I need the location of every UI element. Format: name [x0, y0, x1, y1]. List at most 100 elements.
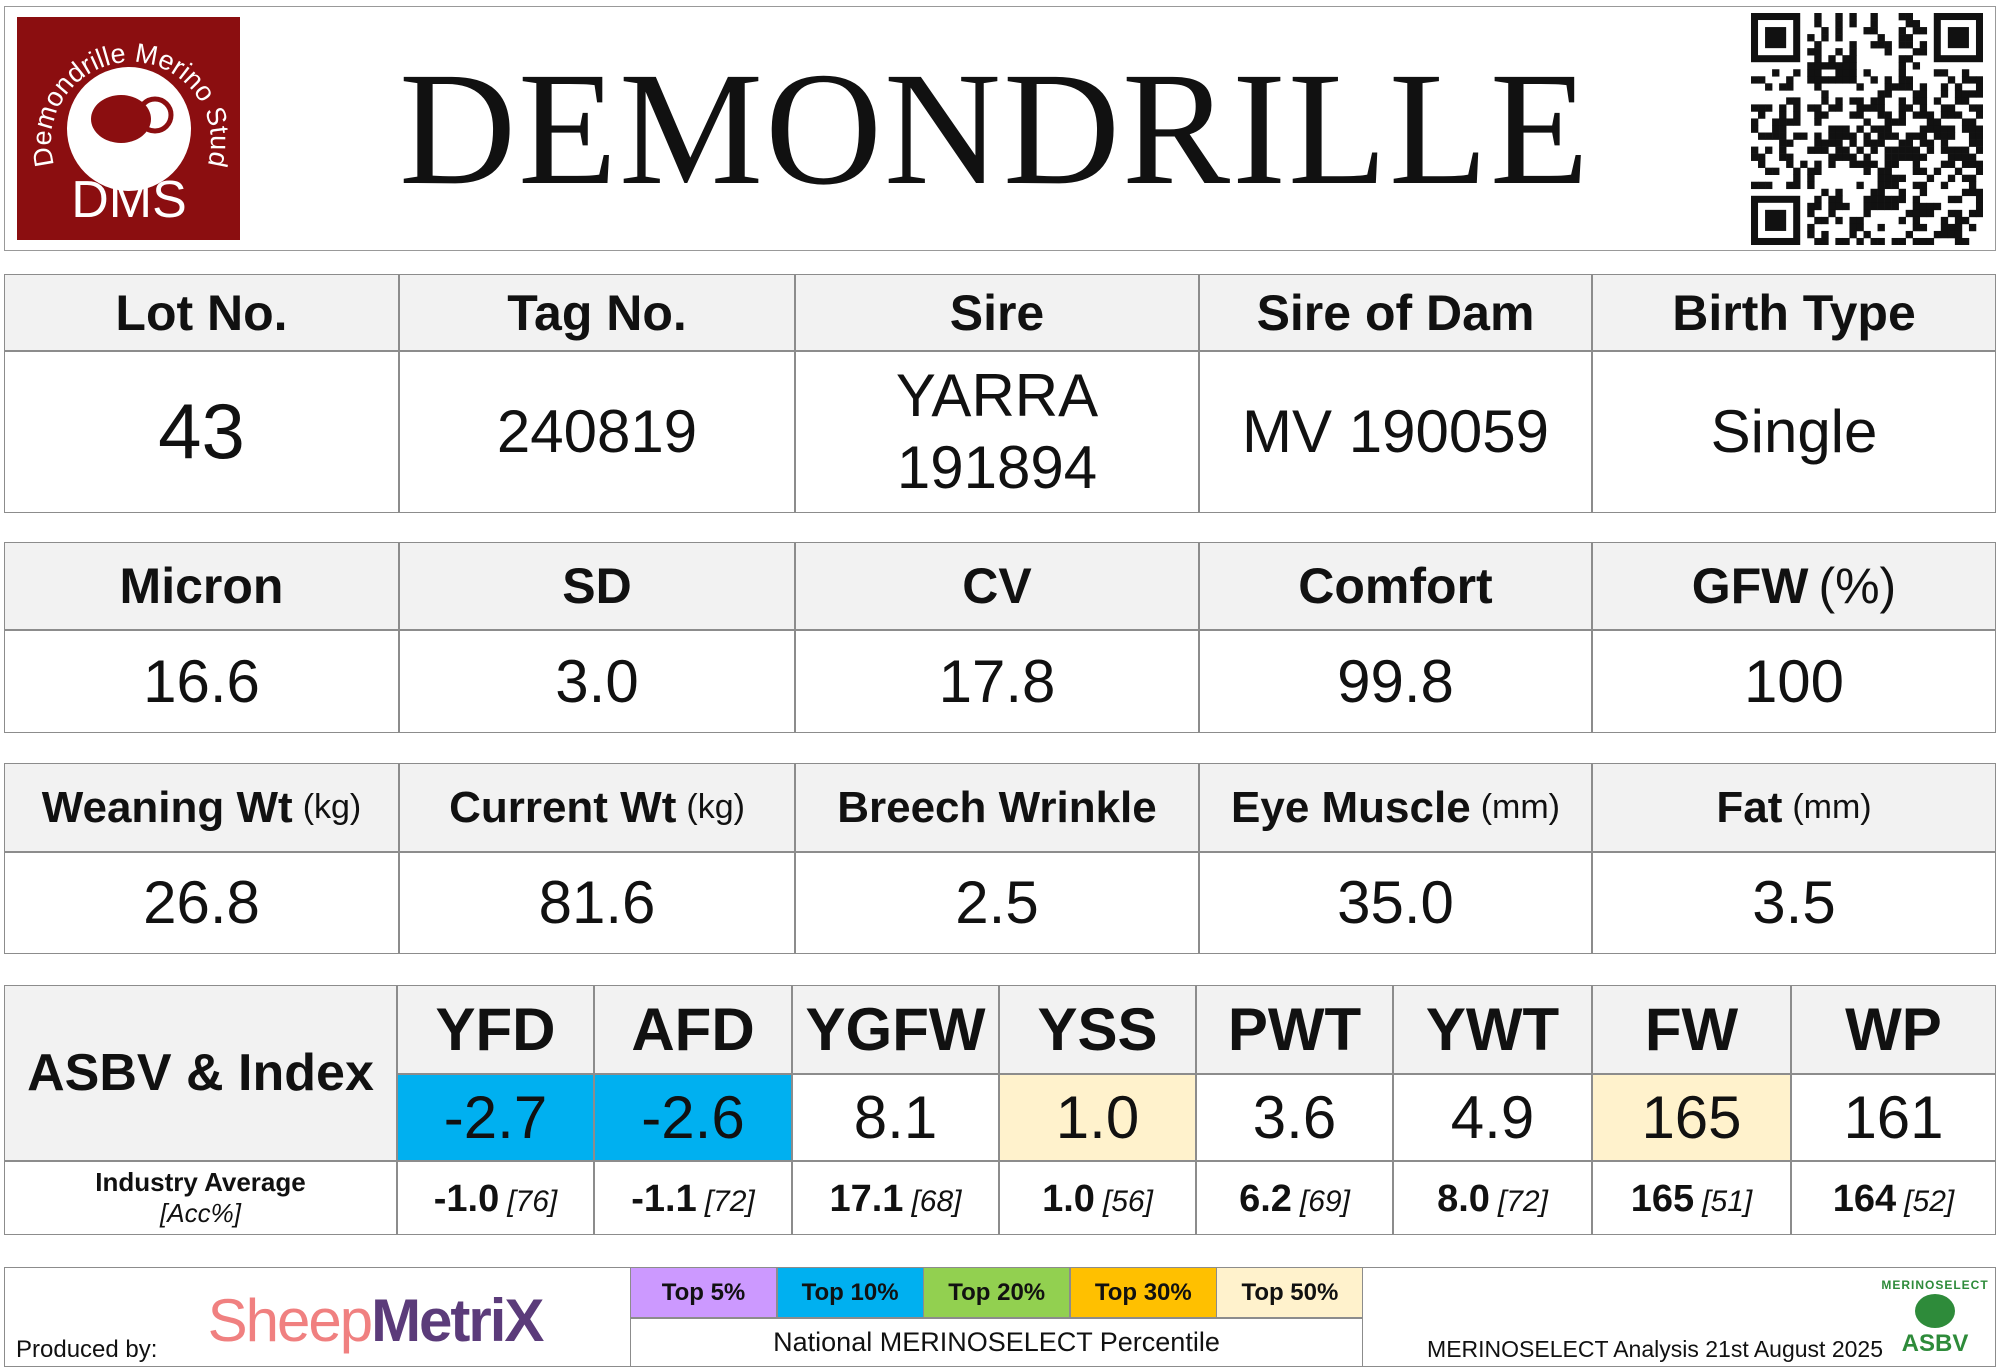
qr-module	[1786, 181, 1794, 190]
qr-module	[1758, 76, 1766, 84]
qr-module	[1884, 132, 1892, 140]
header-cell: Fat (mm)	[1592, 763, 1996, 852]
qr-module	[1968, 181, 1977, 190]
qr-module	[1870, 97, 1878, 105]
qr-module	[1884, 167, 1892, 175]
qr-module	[1919, 48, 1928, 56]
qr-module	[1849, 69, 1857, 77]
qr-module	[1912, 209, 1921, 218]
qr-module	[1877, 181, 1885, 190]
trait-header: AFD	[594, 985, 792, 1074]
qr-module	[1884, 41, 1892, 49]
qr-module	[1905, 146, 1913, 154]
qr-module	[1877, 104, 1885, 112]
qr-module	[1863, 167, 1871, 175]
qr-module	[1814, 195, 1822, 204]
qr-module	[1940, 230, 1949, 239]
qr-module	[1835, 216, 1843, 225]
qr-module	[1905, 20, 1913, 28]
qr-module	[1863, 202, 1871, 211]
average-acc: [72]	[704, 1185, 755, 1218]
qr-module	[1933, 167, 1942, 175]
qr-module	[1884, 48, 1892, 56]
qr-module	[1961, 90, 1970, 98]
qr-module	[1814, 118, 1822, 126]
qr-module	[1919, 237, 1928, 245]
value-cell: 35.0	[1199, 852, 1592, 954]
qr-module	[1751, 125, 1759, 133]
qr-module	[1919, 202, 1928, 211]
qr-module	[1905, 41, 1913, 49]
qr-module	[1940, 111, 1949, 119]
qr-module	[1786, 139, 1794, 147]
qr-module	[1926, 202, 1935, 211]
qr-module	[1814, 76, 1822, 84]
badge: MERINOSELECT ASBV	[1881, 1270, 1987, 1366]
qr-module	[1905, 55, 1913, 63]
qr-module	[1961, 125, 1970, 133]
qr-module	[1772, 118, 1780, 126]
qr-module	[1905, 76, 1913, 84]
qr-module	[1947, 223, 1956, 232]
qr-module	[1926, 209, 1935, 218]
qr-module	[1884, 153, 1892, 161]
qr-module	[1793, 181, 1801, 190]
qr-module	[1814, 160, 1822, 168]
trait-header: YSS	[999, 985, 1196, 1074]
value-cell: 17.8	[795, 630, 1199, 733]
header-cell: Sire	[795, 274, 1199, 351]
qr-module	[1835, 237, 1843, 245]
qr-module	[1968, 209, 1977, 218]
qr-module	[1968, 125, 1977, 133]
trait-header: FW	[1592, 985, 1791, 1074]
qr-module	[1758, 181, 1766, 190]
average-value: 165	[1630, 1178, 1695, 1220]
qr-module	[1884, 202, 1892, 211]
qr-module	[1877, 34, 1885, 42]
qr-module	[1961, 97, 1970, 105]
qr-module	[1821, 111, 1829, 119]
qr-module	[1968, 188, 1977, 197]
qr-module	[1884, 83, 1892, 91]
qr-module	[1884, 118, 1892, 126]
average-value: -1.1	[631, 1178, 697, 1220]
qr-module	[1814, 20, 1822, 28]
qr-module	[1835, 62, 1843, 70]
qr-module	[1905, 132, 1913, 140]
qr-module	[1835, 69, 1843, 77]
qr-module	[1828, 195, 1836, 204]
qr-module	[1968, 90, 1977, 98]
value-cell: Single	[1592, 351, 1996, 513]
qr-module	[1835, 34, 1843, 42]
qr-module	[1870, 125, 1878, 133]
qr-module	[1975, 139, 1983, 147]
qr-module	[1814, 48, 1822, 56]
qr-module	[1842, 202, 1850, 211]
qr-module	[1751, 118, 1759, 126]
qr-module	[1849, 160, 1857, 168]
qr-module	[1814, 41, 1822, 49]
qr-module	[1919, 41, 1928, 49]
qr-module	[1898, 34, 1906, 42]
qr-module	[1779, 132, 1787, 140]
qr-module	[1814, 139, 1822, 147]
value-cell: 81.6	[399, 852, 795, 954]
qr-module	[1849, 132, 1857, 140]
header-cell: Sire of Dam	[1199, 274, 1592, 351]
trait-average: 8.0 [72]	[1393, 1161, 1592, 1235]
average-label: Industry Average [Acc%]	[4, 1161, 397, 1235]
qr-module	[1793, 167, 1801, 175]
badge-icon	[1915, 1294, 1955, 1328]
qr-module	[1870, 20, 1878, 28]
qr-module	[1912, 62, 1921, 70]
qr-module	[1828, 104, 1836, 112]
qr-module	[1919, 90, 1928, 98]
value-cell: 240819	[399, 351, 795, 513]
qr-module	[1828, 160, 1836, 168]
qr-module	[1919, 27, 1928, 35]
qr-module	[1821, 237, 1829, 245]
qr-module	[1786, 83, 1794, 91]
qr-module	[1877, 125, 1885, 133]
qr-module	[1947, 132, 1956, 140]
header-cell: SD	[399, 542, 795, 630]
